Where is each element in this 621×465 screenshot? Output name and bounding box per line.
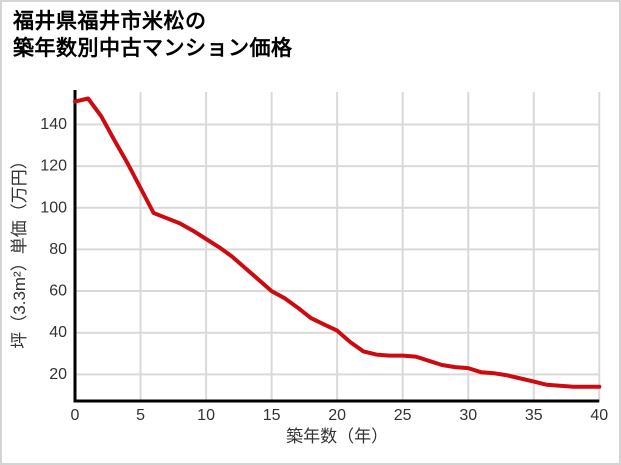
x-tick-label: 10 [197, 407, 215, 424]
x-tick-label: 20 [328, 407, 346, 424]
x-tick-label: 40 [590, 407, 608, 424]
y-tick-label: 100 [40, 199, 67, 216]
x-tick-label: 5 [136, 407, 145, 424]
y-tick-label: 60 [49, 283, 67, 300]
y-tick-label: 40 [49, 324, 67, 341]
x-tick-label: 25 [394, 407, 412, 424]
chart-title: 福井県福井市米松の 築年数別中古マンション価格 [13, 8, 293, 62]
x-tick-label: 15 [263, 407, 281, 424]
y-tick-label: 80 [49, 241, 67, 258]
y-tick-label: 140 [40, 116, 67, 133]
x-axis-title: 築年数（年） [286, 427, 388, 446]
y-tick-label: 120 [40, 158, 67, 175]
chart-title-line2: 築年数別中古マンション価格 [13, 37, 293, 60]
y-axis-title: 坪（3.3m²）単価（万円） [10, 152, 29, 348]
x-tick-label: 35 [525, 407, 543, 424]
y-tick-label: 20 [49, 366, 67, 383]
price-line [73, 96, 602, 389]
x-tick-label: 30 [459, 407, 477, 424]
x-tick-label: 0 [71, 407, 80, 424]
chart-title-line1: 福井県福井市米松の [13, 10, 207, 33]
